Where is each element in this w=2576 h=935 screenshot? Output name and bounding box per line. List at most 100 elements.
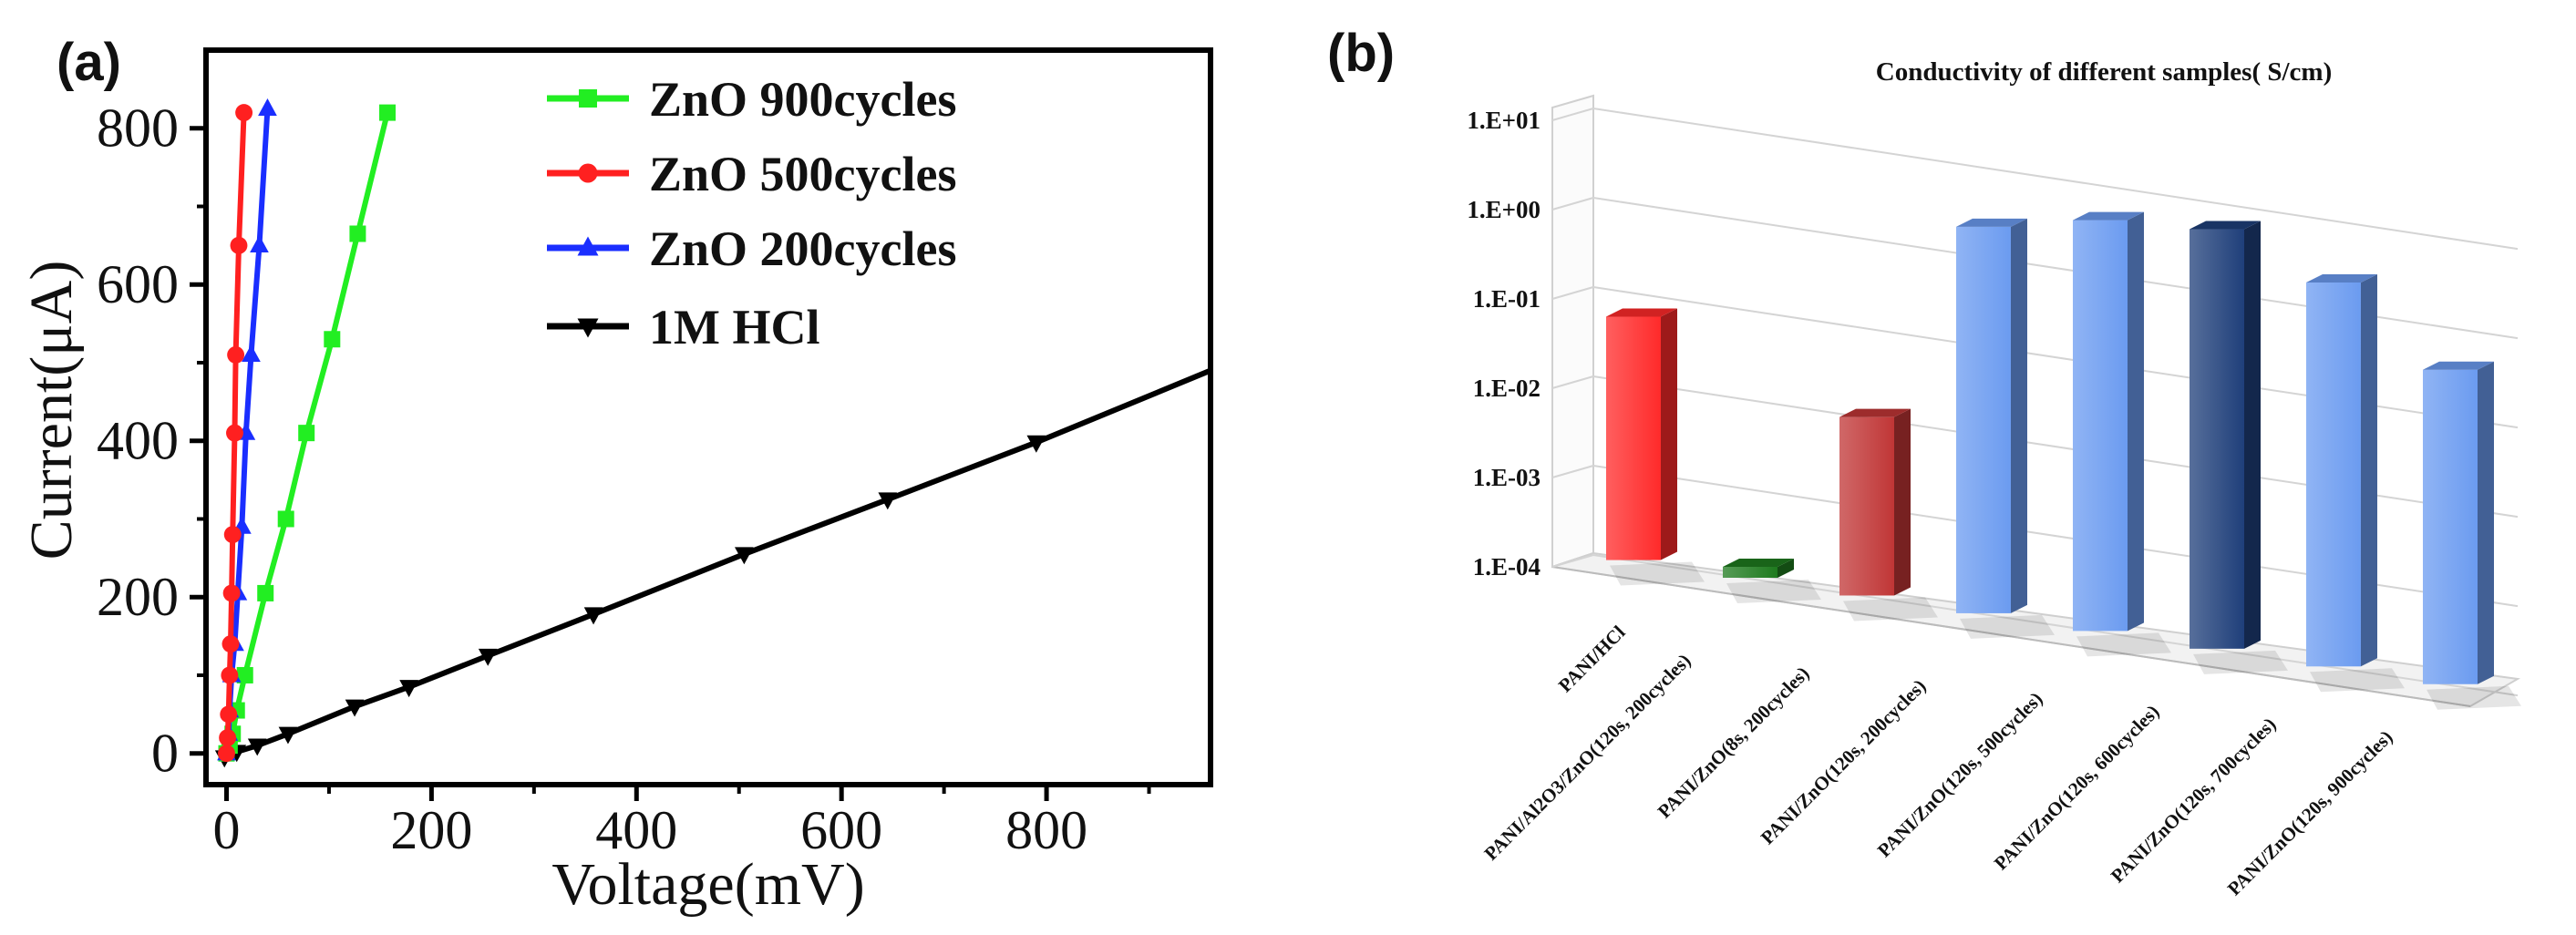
data-point-zno-900cycles [277,510,294,528]
y-tick-label: 0 [151,724,179,784]
y-tick-label: 800 [97,98,179,159]
data-point-zno-200cycles [258,98,277,116]
legend-label: 1M HCl [649,300,819,354]
legend-entry-zno-200cycles: ZnO 200cycles [547,221,956,276]
bar-shadow [1610,561,1705,586]
bar-pani-zno-120s-700cycles [2306,273,2405,693]
data-point-zno-500cycles [219,729,237,747]
bar-pani-zno-120s-500cycles [2073,211,2171,657]
bar-top [1606,308,1677,317]
bar-shadow [2310,668,2405,693]
bar-shadow [1843,597,1938,622]
bar-top [2306,273,2377,283]
y-tick-label: 400 [97,411,179,471]
floor-front-edge [1551,566,2471,707]
data-point-1m-hcl [735,547,754,565]
bar-side [1661,308,1677,560]
side-gridline [1551,554,1594,568]
bar-top [1956,218,2027,227]
legend-swatch-marker [577,318,599,338]
legend-entry-zno-500cycles: ZnO 500cycles [547,147,956,201]
x-tick-label: 600 [800,800,882,860]
series-line-1m-hcl [223,367,1212,760]
bar-top [1839,408,1911,417]
legend-label: ZnO 500cycles [649,147,956,201]
data-point-1m-hcl [583,607,603,625]
gridline [1592,197,2519,340]
series-zno-500cycles [218,104,253,763]
legend-entry-1m-hcl: 1M HCl [547,300,819,354]
legend-label: ZnO 900cycles [649,72,956,127]
x-tick-label: 0 [212,800,240,860]
category-label: PANI/ZnO(8s, 200cycles) [1654,663,1814,823]
data-point-zno-900cycles [379,104,397,121]
data-point-zno-500cycles [222,584,241,602]
bar-front [2306,282,2361,667]
data-point-zno-500cycles [226,424,243,442]
data-point-zno-500cycles [223,526,242,544]
bar-pani-zno-8s-200cycles [1839,408,1938,622]
legend-entry-zno-900cycles: ZnO 900cycles [547,72,956,127]
data-point-1m-hcl [247,738,267,756]
bar-front [1606,316,1661,560]
data-point-zno-500cycles [221,666,239,684]
side-gridline [1551,108,1594,121]
data-point-1m-hcl [278,726,298,745]
y-tick-label: 200 [97,567,179,627]
y-tick-label: 1.E+01 [1467,107,1540,134]
data-point-zno-900cycles [349,225,366,242]
bar-pani-zno-120s-600cycles [2190,221,2288,674]
data-point-zno-200cycles [250,235,269,253]
panel-a-legend: ZnO 900cycles ZnO 500cycles ZnO 200cycles 1… [547,72,956,354]
bar-side [1777,558,1794,579]
panel-a-x-axis-label: Voltage(mV) [551,851,864,918]
panel-a-line-chart: (a) 0 200 400 600 800 0 200 400 600 800 ZnO 900cy… [18,33,1213,918]
data-point-zno-900cycles [324,331,341,348]
data-point-zno-500cycles [235,104,253,122]
side-gridline [1551,197,1594,211]
bar-side [2361,273,2377,667]
gridline [1592,375,2519,519]
panel-a-plot-frame [203,47,1213,787]
panel-b-bars [1606,211,2521,710]
data-point-1m-hcl [878,492,898,510]
bar-front [2423,369,2478,684]
category-label: PANI/HCl [1554,621,1630,696]
x-tick-label: 400 [595,800,677,860]
bar-side [2244,221,2261,649]
side-gridline [1551,465,1594,478]
panel-a-label: (a) [57,33,121,92]
bar-front [2190,229,2244,649]
data-point-zno-200cycles [242,344,261,363]
y-tick-label: 1.E-01 [1473,285,1540,313]
bar-front [2073,220,2128,632]
gridline [1592,554,2519,697]
panel-a-y-axis-label: Current(μA) [18,261,85,560]
bar-shadow [2193,650,2288,674]
data-point-zno-500cycles [218,745,235,763]
y-tick-label: 1.E-02 [1473,375,1540,402]
bar-side [2478,361,2494,684]
bar-pani-al2o3-zno-120s-200cycles [1723,558,1821,604]
panel-b-3d-bar-chart: (b) Conductivity of different samples( S… [1327,24,2521,899]
legend-label: ZnO 200cycles [649,221,956,276]
data-point-1m-hcl [399,680,418,698]
panel-a-axis-ticks: 0 200 400 600 800 0 200 400 600 800 [97,98,1151,860]
legend-swatch-marker [577,236,599,256]
bar-shadow [1726,580,1821,604]
bar-top [1723,558,1794,567]
legend-swatch-marker [578,163,598,183]
series-1m-hcl [214,367,1212,768]
data-point-zno-900cycles [298,425,315,442]
bar-side [2128,211,2144,632]
x-tick-label: 200 [390,800,472,860]
bar-front [1956,226,2011,613]
data-point-zno-500cycles [222,635,240,653]
data-point-zno-900cycles [257,584,274,601]
data-point-zno-900cycles [236,666,253,683]
panel-a-series [214,98,1212,768]
y-tick-label: 600 [97,254,179,314]
data-point-1m-hcl [478,648,498,666]
bar-pani-zno-120s-200cycles [1956,218,2055,639]
